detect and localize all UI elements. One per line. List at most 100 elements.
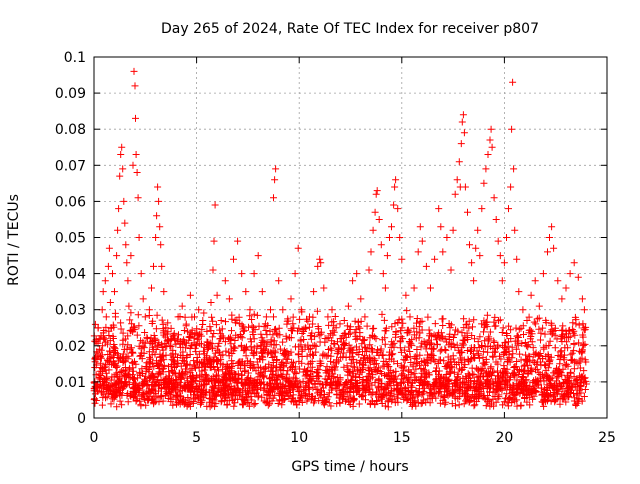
data-point (492, 382, 500, 390)
data-point (211, 201, 219, 209)
data-point (145, 366, 153, 373)
x-tick-label: 15 (393, 430, 411, 446)
data-point (182, 320, 190, 328)
data-point (543, 381, 551, 389)
data-point (283, 335, 291, 343)
data-point (119, 359, 127, 366)
data-point (463, 392, 471, 400)
data-point (148, 284, 155, 292)
data-point (560, 356, 568, 364)
data-point (371, 333, 379, 341)
data-point (385, 363, 393, 371)
data-point (441, 393, 449, 401)
data-point (327, 344, 335, 352)
x-tick-label: 0 (90, 430, 99, 446)
data-point (295, 324, 303, 332)
data-point (552, 386, 560, 394)
data-point (222, 318, 229, 326)
data-point (463, 347, 471, 354)
data-point (409, 363, 417, 371)
x-tick-label: 10 (290, 430, 308, 446)
data-point (575, 339, 583, 347)
data-point (436, 334, 444, 342)
data-point (108, 390, 116, 398)
data-point (261, 320, 269, 328)
data-point (351, 317, 359, 325)
data-point (558, 371, 566, 379)
data-point (149, 370, 157, 378)
data-point (101, 277, 109, 285)
data-point (173, 376, 181, 383)
data-point (512, 345, 520, 353)
data-point (580, 324, 588, 332)
data-point (502, 378, 510, 386)
data-point (480, 328, 487, 336)
data-point (223, 375, 231, 383)
data-point (115, 205, 123, 213)
data-point (343, 362, 351, 370)
data-point (129, 328, 137, 336)
data-point (270, 313, 277, 321)
data-point (278, 373, 286, 380)
data-point (544, 248, 551, 256)
data-point (288, 380, 296, 388)
data-point (468, 364, 476, 372)
data-point (581, 386, 589, 393)
data-point (382, 327, 390, 335)
data-point (447, 266, 455, 274)
data-point (203, 338, 211, 346)
data-point (164, 319, 172, 327)
data-point (131, 379, 139, 387)
data-point (113, 252, 121, 260)
data-point (436, 385, 444, 393)
data-point (447, 368, 455, 376)
data-point (382, 384, 390, 392)
data-point (418, 339, 426, 347)
data-point (378, 380, 386, 388)
data-point (432, 378, 440, 386)
data-point (228, 396, 236, 404)
data-point (387, 388, 395, 396)
data-point (121, 219, 129, 227)
data-point (363, 322, 371, 330)
data-point (570, 340, 578, 348)
data-point (127, 252, 135, 260)
data-point (520, 368, 528, 376)
data-point (170, 331, 178, 339)
data-point (267, 336, 275, 344)
data-point (481, 361, 489, 369)
data-point (324, 368, 332, 376)
data-point (185, 333, 193, 341)
data-point (403, 329, 411, 337)
data-point (207, 299, 215, 306)
data-point (207, 327, 215, 335)
data-point (118, 143, 126, 151)
data-point (452, 402, 459, 410)
data-point (496, 316, 504, 324)
data-point (208, 333, 216, 341)
data-point (239, 358, 247, 366)
data-point (137, 344, 145, 352)
data-point (96, 353, 104, 361)
data-point (305, 378, 312, 386)
data-point (279, 390, 287, 398)
data-point (314, 372, 322, 380)
data-point (431, 358, 439, 366)
data-point (505, 205, 512, 213)
data-point (564, 334, 572, 341)
data-point (458, 349, 466, 357)
data-point (576, 372, 584, 380)
data-point (345, 398, 353, 406)
data-point (552, 396, 559, 404)
data-point (498, 329, 506, 336)
data-point (332, 324, 340, 332)
data-point (566, 326, 574, 334)
data-point (481, 343, 489, 351)
data-point (495, 391, 503, 399)
data-point (451, 190, 459, 198)
data-point (193, 325, 201, 333)
data-point (265, 394, 273, 402)
data-point (570, 347, 578, 355)
data-point (537, 329, 545, 337)
